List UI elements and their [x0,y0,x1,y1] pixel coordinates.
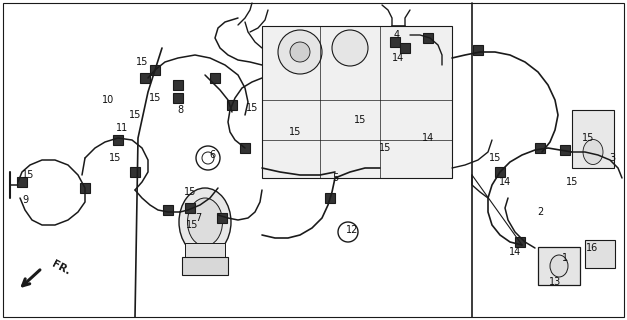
Bar [585,240,615,268]
Bar [515,237,525,247]
Text: 15: 15 [489,153,501,163]
Text: 16: 16 [586,243,598,253]
Text: 15: 15 [22,170,34,180]
Bar [495,167,505,177]
Text: 15: 15 [566,177,578,187]
Bar [423,33,433,43]
Circle shape [278,30,322,74]
Bar [572,110,614,168]
Text: 6: 6 [209,150,215,160]
Text: 5: 5 [332,173,338,183]
Bar [113,135,123,145]
Text: 14: 14 [422,133,434,143]
Bar [400,43,410,53]
Bar [390,37,400,47]
Bar [210,73,220,83]
Text: 14: 14 [499,177,511,187]
Ellipse shape [550,255,568,277]
Bar [173,80,183,90]
Bar [80,183,90,193]
Text: 15: 15 [379,143,391,153]
Text: 15: 15 [136,57,148,67]
Bar [473,45,483,55]
Bar [185,203,195,213]
Text: 15: 15 [109,153,121,163]
Bar [130,167,140,177]
Text: 14: 14 [509,247,521,257]
Circle shape [332,30,368,66]
Text: 15: 15 [246,103,258,113]
Text: FR.: FR. [50,259,72,277]
Text: 15: 15 [289,127,301,137]
Bar [182,257,228,275]
Circle shape [290,42,310,62]
Text: 9: 9 [22,195,28,205]
Bar [140,73,150,83]
Text: 15: 15 [354,115,366,125]
Text: 15: 15 [186,220,198,230]
Text: 15: 15 [582,133,594,143]
Text: 14: 14 [392,53,404,63]
Text: 15: 15 [129,110,141,120]
Bar [227,100,237,110]
Text: 7: 7 [195,213,201,223]
Text: 12: 12 [346,225,358,235]
Text: 4: 4 [394,30,400,40]
Text: 11: 11 [116,123,128,133]
Bar [560,145,570,155]
Text: 3: 3 [609,153,615,163]
Bar [217,213,227,223]
Bar [173,93,183,103]
Text: 8: 8 [177,105,183,115]
Text: 15: 15 [184,187,196,197]
Text: 2: 2 [537,207,543,217]
Bar [163,205,173,215]
Text: 13: 13 [549,277,561,287]
Text: 10: 10 [102,95,114,105]
Bar [150,65,160,75]
Text: 1: 1 [562,253,568,263]
Bar [262,26,452,178]
Bar [185,243,225,258]
Ellipse shape [187,198,223,246]
Ellipse shape [583,140,603,164]
Ellipse shape [179,188,231,256]
Bar [535,143,545,153]
Bar [240,143,250,153]
Bar [325,193,335,203]
Text: 15: 15 [149,93,161,103]
Bar [538,247,580,285]
Bar [17,177,27,187]
